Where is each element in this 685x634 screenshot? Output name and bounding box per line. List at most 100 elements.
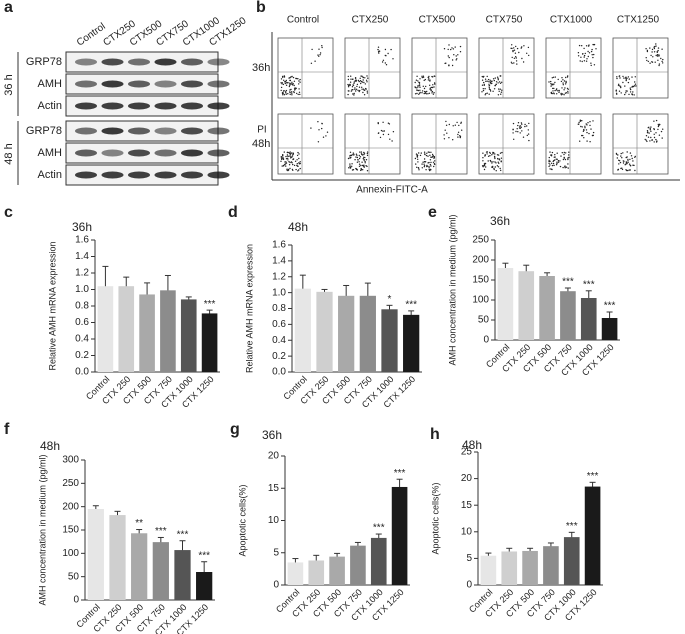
flow-dot (624, 93, 626, 96)
bar (131, 533, 148, 600)
flow-dot (658, 63, 661, 65)
panel-letter: b (256, 0, 266, 16)
flow-dot (488, 93, 490, 95)
flow-dot (377, 122, 379, 124)
flow-dot (500, 75, 502, 77)
flow-dot (418, 83, 421, 85)
flow-dot (615, 89, 617, 91)
flow-plot (411, 113, 468, 175)
flow-dot (497, 79, 499, 81)
flow-dot (287, 157, 289, 160)
column-label: CTX1250 (617, 15, 660, 26)
flow-dot (349, 84, 351, 87)
flow-dot (292, 84, 294, 86)
flow-dot (655, 132, 657, 134)
flow-dot (363, 81, 365, 84)
flow-dot (446, 132, 448, 134)
flow-dot (519, 132, 521, 134)
blot-band (128, 127, 150, 135)
flow-dot (658, 123, 661, 126)
flow-dot (660, 57, 662, 60)
y-axis-label: PI (257, 125, 266, 136)
flow-plot (478, 37, 535, 99)
flow-dot (618, 90, 621, 92)
flow-dot (558, 89, 560, 92)
flow-dot (650, 54, 652, 57)
flow-dot (285, 155, 287, 158)
flow-dot (356, 169, 359, 171)
flow-dot (589, 124, 591, 127)
flow-dot (580, 125, 582, 128)
flow-dot (484, 78, 487, 80)
flow-dot (581, 126, 583, 128)
flow-dot (648, 132, 650, 134)
flow-dot (487, 160, 489, 162)
y-tick-label: 50 (68, 571, 80, 582)
flow-dot (443, 134, 445, 136)
bar (539, 276, 555, 340)
flow-dot (361, 86, 363, 89)
flow-dot (616, 157, 618, 159)
flow-dot (358, 154, 360, 157)
flow-dot (500, 157, 503, 159)
flow-dot (429, 87, 432, 89)
flow-dot (585, 60, 588, 62)
flow-dot (347, 84, 350, 87)
flow-dot (656, 55, 659, 57)
flow-dot (484, 94, 486, 96)
y-tick-label: 250 (62, 478, 79, 489)
flow-dot (414, 86, 416, 88)
flow-dot (515, 130, 517, 133)
flow-dot (418, 81, 420, 84)
flow-dot (359, 77, 361, 80)
row-label: 48h (252, 138, 270, 150)
flow-dot (560, 94, 563, 96)
flow-dot (590, 50, 593, 53)
flow-dot (429, 88, 431, 90)
y-tick-label: 0 (73, 595, 79, 606)
flow-dot (553, 87, 555, 90)
flow-dot (655, 45, 657, 47)
flow-dot (634, 156, 636, 158)
flow-dot (378, 52, 380, 54)
flow-dot (500, 169, 502, 172)
significance-label: *** (155, 526, 167, 537)
y-tick-label: 15 (268, 483, 280, 494)
flow-dot (366, 92, 369, 94)
flow-dot (482, 88, 484, 90)
flow-dot (577, 123, 579, 125)
significance-label: *** (604, 301, 616, 312)
flow-dot (453, 54, 455, 56)
flow-dot (282, 158, 285, 161)
flow-dot (457, 54, 459, 56)
flow-dot (647, 136, 650, 138)
flow-plot (478, 113, 535, 175)
flow-dot (590, 62, 592, 64)
flow-dot (553, 92, 555, 94)
flow-dot (552, 162, 555, 165)
flow-dot (565, 166, 568, 168)
flow-dot (567, 163, 569, 165)
flow-dot (289, 82, 291, 84)
blot-band (207, 102, 230, 110)
flow-dot (288, 151, 290, 154)
flow-dot (578, 44, 581, 47)
flow-dot (421, 163, 423, 165)
flow-dot (483, 168, 486, 171)
flow-dot (585, 123, 587, 125)
flow-dot (421, 76, 423, 79)
flow-dot (616, 77, 618, 80)
flow-dot (361, 153, 363, 156)
flow-dot (355, 90, 357, 92)
flow-dot (286, 151, 289, 154)
flow-dot (360, 164, 362, 167)
flow-dot (512, 50, 514, 53)
flow-dot (361, 88, 363, 90)
flow-dot (548, 81, 550, 83)
flow-dot (493, 152, 495, 154)
flow-dot (486, 153, 488, 155)
flow-dot (627, 169, 629, 172)
flow-dot (298, 88, 300, 90)
flow-dot (293, 84, 295, 87)
